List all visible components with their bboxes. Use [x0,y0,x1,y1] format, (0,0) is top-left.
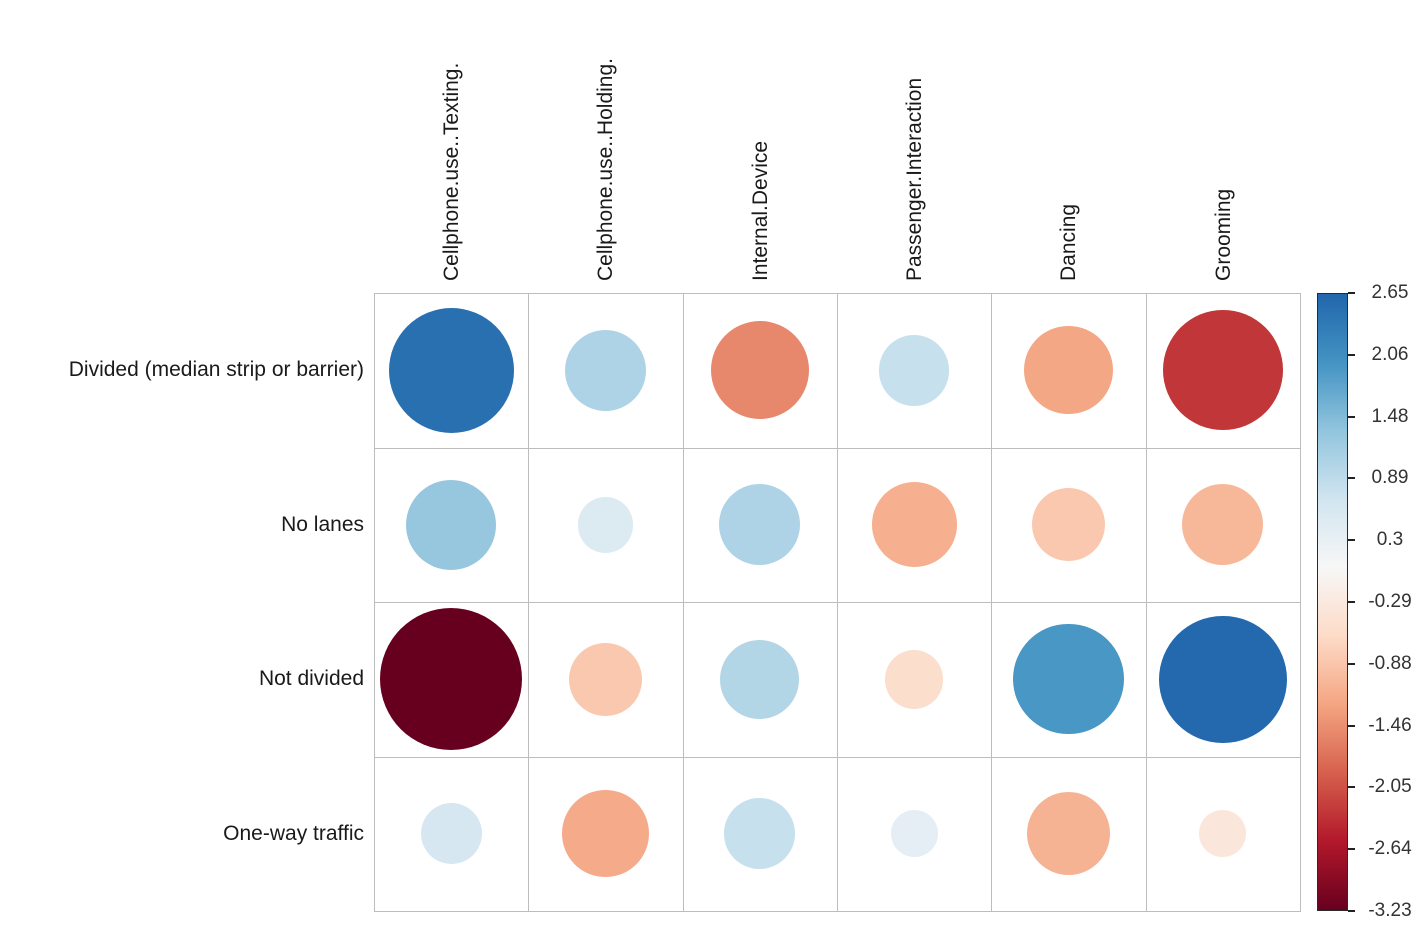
bubble [719,484,801,566]
colorbar-tick [1348,415,1355,418]
colorbar-tick [1348,786,1355,789]
column-header: Cellphone.use..Texting. [440,62,464,281]
colorbar-tick [1348,724,1355,727]
bubble [724,798,796,870]
bubble [569,642,642,716]
grid-line-horizontal [374,293,1301,294]
colorbar-tick-label: -1.46 [1368,714,1412,736]
colorbar-tick [1348,477,1355,480]
grid-line-horizontal [374,447,1301,449]
column-header: Cellphone.use..Holding. [594,58,618,281]
colorbar-tick [1348,910,1355,912]
bubble [562,790,649,878]
colorbar-tick-label: -0.88 [1368,652,1412,674]
colorbar-tick-label: 1.48 [1371,405,1409,427]
row-label: Divided (median strip or barrier) [68,358,364,382]
bubble [1162,310,1283,431]
colorbar-tick-label: -0.29 [1368,591,1412,612]
bubble [710,321,809,420]
bubble [1182,484,1264,566]
bubble [388,307,514,433]
bubble [420,803,482,865]
colorbar-tick [1348,662,1355,665]
bubble [1159,615,1287,743]
row-label: Not divided [258,667,364,691]
bubble [1027,792,1110,876]
colorbar-tick-label: -2.05 [1368,776,1412,798]
colorbar-tick-label: 2.06 [1371,343,1409,365]
colorbar-tick [1348,848,1355,851]
column-header: Internal.Device [748,140,772,281]
bubble [878,334,950,406]
bubble [1013,624,1124,735]
colorbar [1317,293,1348,911]
bubble [1032,488,1105,562]
bubble [871,482,957,568]
bubble [1024,326,1113,415]
colorbar-tick-label: -2.64 [1368,838,1412,860]
column-header: Dancing [1057,203,1081,281]
bubble [565,329,646,411]
row-label: No lanes [281,512,364,536]
bubble [406,479,497,570]
bubble [890,810,938,858]
row-label: One-way traffic [223,821,364,845]
colorbar-tick-label: 2.65 [1371,282,1409,303]
bubble [1199,810,1247,858]
colorbar-tick [1348,539,1355,542]
bubble [884,649,944,709]
column-header: Grooming [1211,188,1235,281]
colorbar-tick [1348,601,1355,603]
column-header: Passenger.Interaction [903,77,927,281]
bubble [720,639,800,719]
colorbar-tick-label: 0.3 [1376,529,1404,551]
colorbar-tick-label: 0.89 [1371,467,1409,489]
bubble [380,608,523,751]
grid-line-horizontal [374,756,1301,758]
grid-line-horizontal [374,911,1301,912]
colorbar-tick-label: -3.23 [1368,900,1412,921]
bubble [577,496,634,553]
colorbar-tick [1348,292,1355,294]
grid-line-horizontal [374,602,1301,603]
colorbar-tick [1348,353,1355,356]
